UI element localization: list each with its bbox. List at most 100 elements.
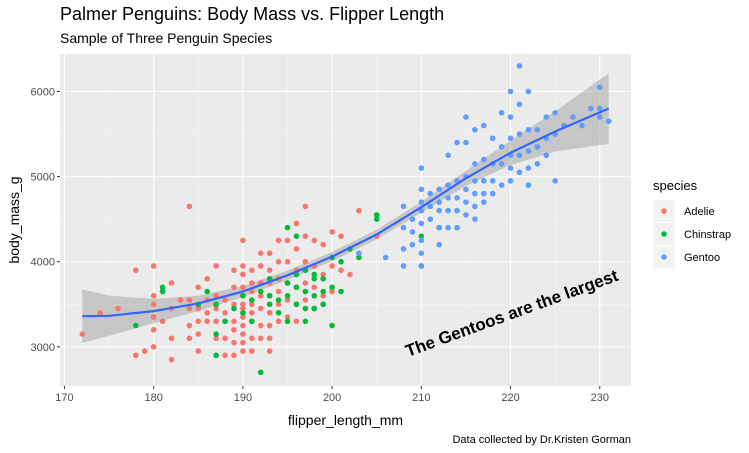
- legend-swatch-chinstrap: [661, 231, 667, 237]
- y-tick-label: 6000: [31, 86, 55, 98]
- adelie-point: [168, 335, 175, 342]
- gentoo-point: [463, 199, 469, 205]
- gentoo-point: [436, 186, 442, 193]
- y-axis-title: body_mass_g: [6, 176, 22, 263]
- gentoo-point: [454, 224, 460, 231]
- gentoo-point: [400, 246, 407, 252]
- adelie-point: [302, 203, 309, 210]
- adelie-point: [222, 309, 228, 316]
- adelie-point: [249, 301, 255, 308]
- chinstrap-point: [356, 254, 362, 261]
- gentoo-point: [445, 152, 451, 159]
- adelie-point: [195, 331, 202, 337]
- adelie-point: [195, 348, 202, 354]
- gentoo-point: [418, 165, 425, 171]
- chinstrap-point: [240, 292, 246, 299]
- adelie-point: [284, 237, 291, 244]
- gentoo-point: [418, 237, 425, 244]
- confidence-band-area: [82, 73, 609, 344]
- adelie-point: [240, 301, 246, 308]
- gentoo-point: [472, 178, 478, 184]
- adelie-point: [240, 322, 246, 329]
- adelie-point: [302, 297, 309, 303]
- adelie-point: [240, 348, 246, 354]
- gentoo-point: [418, 250, 425, 256]
- chinstrap-point: [222, 318, 228, 325]
- gentoo-point: [463, 114, 469, 120]
- adelie-point: [266, 250, 273, 256]
- adelie-point: [150, 327, 157, 333]
- adelie-point: [257, 335, 264, 342]
- chinstrap-point: [311, 271, 318, 278]
- gentoo-point: [525, 126, 532, 133]
- adelie-point: [240, 339, 246, 346]
- gentoo-point: [498, 143, 505, 150]
- gentoo-point: [418, 220, 425, 227]
- adelie-point: [204, 309, 211, 316]
- gentoo-point: [472, 190, 478, 197]
- chart-title: Palmer Penguins: Body Mass vs. Flipper L…: [60, 4, 444, 24]
- gentoo-point: [489, 178, 496, 184]
- gentoo-point: [525, 165, 532, 171]
- adelie-point: [213, 318, 219, 325]
- legend-label-adelie: Adelie: [684, 206, 715, 218]
- gentoo-point: [472, 161, 478, 167]
- chinstrap-point: [284, 292, 291, 299]
- chinstrap-point: [311, 305, 318, 312]
- gentoo-point: [382, 254, 389, 261]
- chinstrap-point: [275, 297, 282, 303]
- x-tick-label: 170: [55, 392, 73, 404]
- gentoo-point: [418, 263, 425, 269]
- gentoo-point: [596, 114, 603, 120]
- adelie-point: [320, 292, 326, 299]
- gentoo-point: [436, 207, 442, 214]
- adelie-point: [231, 318, 237, 325]
- data-points: [79, 63, 612, 376]
- chinstrap-point: [302, 288, 309, 295]
- gentoo-point: [436, 224, 442, 231]
- adelie-point: [320, 271, 326, 278]
- gentoo-point: [489, 135, 496, 142]
- adelie-point: [240, 271, 246, 278]
- gentoo-point: [507, 178, 514, 184]
- legend-label-gentoo: Gentoo: [684, 252, 720, 264]
- gentoo-point: [445, 207, 451, 214]
- gentoo-point: [454, 195, 460, 201]
- adelie-point: [356, 207, 362, 214]
- gentoo-point: [596, 84, 603, 90]
- chinstrap-point: [311, 292, 318, 299]
- adelie-point: [257, 250, 264, 256]
- gentoo-point: [489, 190, 496, 197]
- chinstrap-point: [133, 322, 139, 329]
- adelie-point: [266, 267, 273, 274]
- chinstrap-point: [293, 301, 300, 308]
- adelie-point: [257, 305, 264, 312]
- chinstrap-point: [320, 288, 326, 295]
- adelie-point: [302, 280, 309, 286]
- adelie-point: [249, 280, 255, 286]
- adelie-point: [150, 344, 157, 350]
- adelie-point: [284, 258, 291, 265]
- adelie-point: [293, 246, 300, 252]
- adelie-point: [275, 258, 282, 265]
- gentoo-point: [588, 105, 594, 112]
- adelie-point: [231, 267, 237, 274]
- gentoo-point: [596, 105, 603, 112]
- gentoo-point: [400, 203, 407, 210]
- chinstrap-point: [320, 301, 326, 308]
- gentoo-point: [507, 135, 514, 142]
- y-tick-label: 3000: [31, 342, 55, 354]
- adelie-point: [293, 318, 300, 325]
- adelie-point: [186, 203, 193, 210]
- gentoo-point: [534, 161, 541, 167]
- chinstrap-point: [249, 297, 255, 303]
- adelie-point: [222, 335, 228, 342]
- gentoo-point: [552, 109, 558, 116]
- adelie-point: [195, 318, 202, 325]
- x-tick-label: 200: [323, 392, 341, 404]
- chinstrap-point: [320, 275, 326, 282]
- chinstrap-point: [338, 258, 344, 265]
- chinstrap-point: [418, 233, 425, 239]
- gentoo-point: [409, 241, 416, 248]
